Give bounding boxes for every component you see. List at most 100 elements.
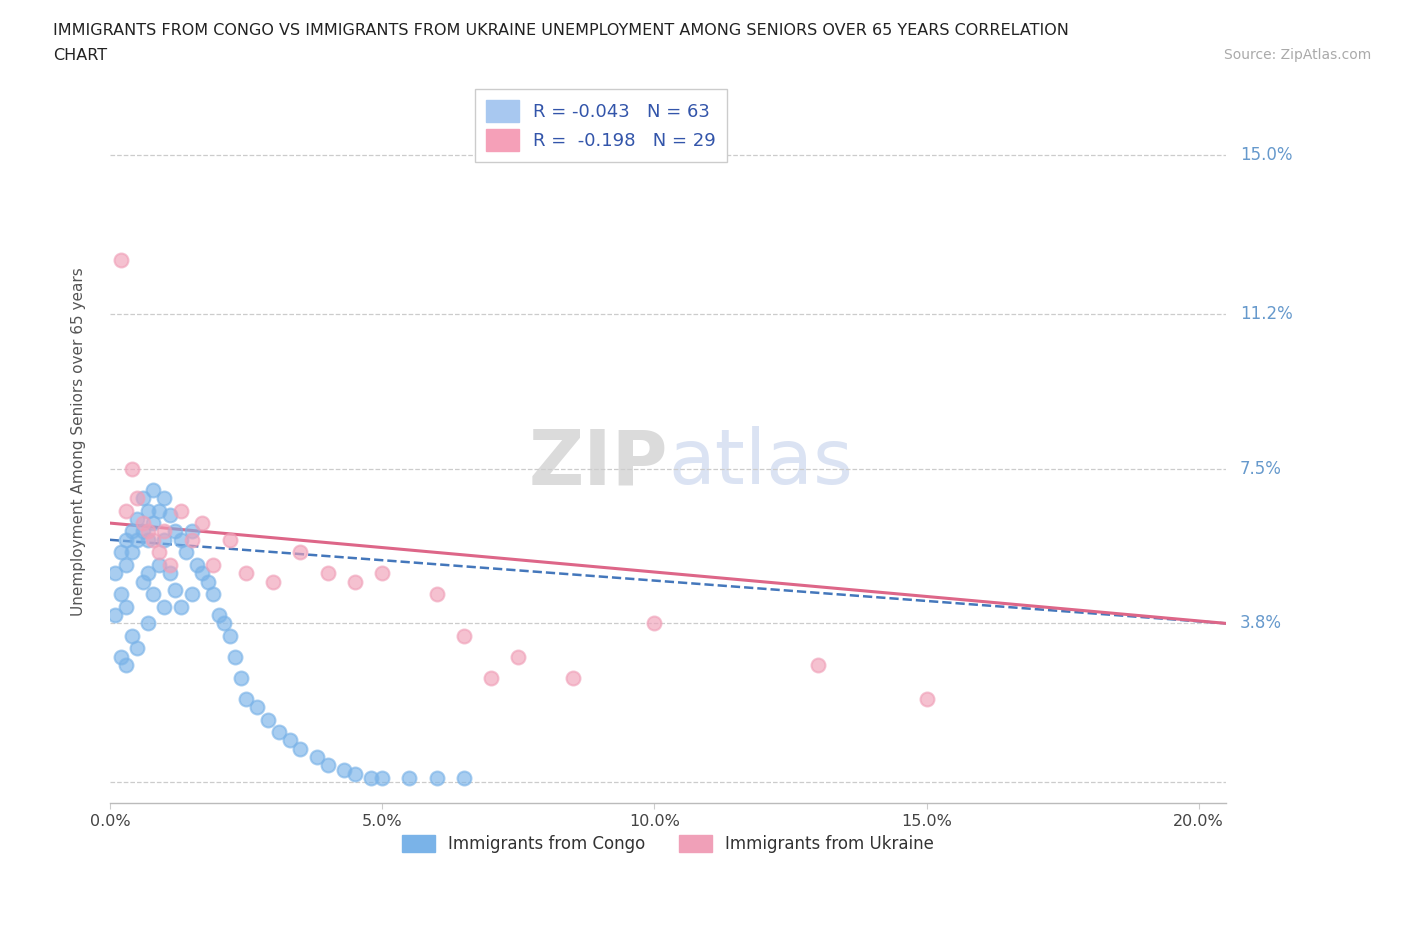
Point — [148, 545, 170, 560]
Point — [197, 574, 219, 589]
Point — [479, 671, 502, 685]
Point — [191, 515, 214, 530]
Point — [121, 524, 143, 538]
Point — [191, 565, 214, 580]
Point — [165, 582, 187, 597]
Point — [360, 771, 382, 786]
Point — [208, 607, 231, 622]
Point — [142, 587, 165, 602]
Point — [104, 607, 127, 622]
Point — [153, 599, 176, 614]
Point — [267, 724, 290, 739]
Point — [186, 557, 208, 572]
Point — [218, 532, 240, 547]
Text: 11.2%: 11.2% — [1240, 305, 1292, 323]
Point — [110, 649, 132, 664]
Point — [131, 574, 153, 589]
Point — [115, 658, 138, 672]
Text: IMMIGRANTS FROM CONGO VS IMMIGRANTS FROM UKRAINE UNEMPLOYMENT AMONG SENIORS OVER: IMMIGRANTS FROM CONGO VS IMMIGRANTS FROM… — [53, 23, 1070, 38]
Point — [202, 587, 225, 602]
Point — [159, 565, 181, 580]
Point — [246, 699, 269, 714]
Point — [125, 641, 148, 656]
Point — [278, 733, 301, 748]
Point — [169, 532, 191, 547]
Point — [398, 771, 420, 786]
Point — [256, 712, 278, 727]
Point — [110, 587, 132, 602]
Point — [136, 532, 159, 547]
Point — [136, 565, 159, 580]
Legend: Immigrants from Congo, Immigrants from Ukraine: Immigrants from Congo, Immigrants from U… — [395, 829, 941, 860]
Point — [115, 557, 138, 572]
Point — [159, 507, 181, 522]
Point — [180, 524, 202, 538]
Point — [425, 587, 447, 602]
Point — [165, 524, 187, 538]
Point — [343, 766, 366, 781]
Point — [153, 532, 176, 547]
Point — [148, 557, 170, 572]
Point — [202, 557, 225, 572]
Point — [169, 599, 191, 614]
Point — [153, 490, 176, 505]
Point — [453, 629, 475, 644]
Point — [371, 771, 394, 786]
Point — [333, 763, 356, 777]
Point — [110, 545, 132, 560]
Text: 3.8%: 3.8% — [1240, 615, 1282, 632]
Point — [262, 574, 284, 589]
Text: atlas: atlas — [668, 426, 853, 500]
Point — [136, 524, 159, 538]
Point — [453, 771, 475, 786]
Point — [174, 545, 197, 560]
Point — [125, 512, 148, 526]
Point — [115, 599, 138, 614]
Point — [180, 532, 202, 547]
Point — [136, 503, 159, 518]
Point — [290, 741, 312, 756]
Point — [229, 671, 252, 685]
Point — [148, 503, 170, 518]
Point — [643, 616, 665, 631]
Y-axis label: Unemployment Among Seniors over 65 years: Unemployment Among Seniors over 65 years — [72, 267, 86, 616]
Point — [343, 574, 366, 589]
Point — [425, 771, 447, 786]
Point — [807, 658, 830, 672]
Point — [159, 557, 181, 572]
Point — [125, 532, 148, 547]
Point — [121, 629, 143, 644]
Point — [235, 691, 257, 706]
Point — [121, 545, 143, 560]
Point — [142, 532, 165, 547]
Point — [115, 532, 138, 547]
Point — [125, 490, 148, 505]
Point — [508, 649, 530, 664]
Point — [131, 490, 153, 505]
Text: Source: ZipAtlas.com: Source: ZipAtlas.com — [1223, 48, 1371, 62]
Point — [131, 524, 153, 538]
Point — [371, 565, 394, 580]
Point — [235, 565, 257, 580]
Point — [153, 524, 176, 538]
Point — [131, 515, 153, 530]
Point — [136, 616, 159, 631]
Point — [180, 587, 202, 602]
Point — [142, 483, 165, 498]
Point — [316, 565, 339, 580]
Point — [110, 252, 132, 267]
Text: 15.0%: 15.0% — [1240, 146, 1292, 165]
Point — [121, 461, 143, 476]
Point — [290, 545, 312, 560]
Point — [218, 629, 240, 644]
Point — [142, 515, 165, 530]
Point — [561, 671, 583, 685]
Point — [212, 616, 235, 631]
Point — [104, 565, 127, 580]
Point — [169, 503, 191, 518]
Point — [316, 758, 339, 773]
Point — [224, 649, 246, 664]
Text: ZIP: ZIP — [529, 426, 668, 500]
Point — [915, 691, 938, 706]
Point — [115, 503, 138, 518]
